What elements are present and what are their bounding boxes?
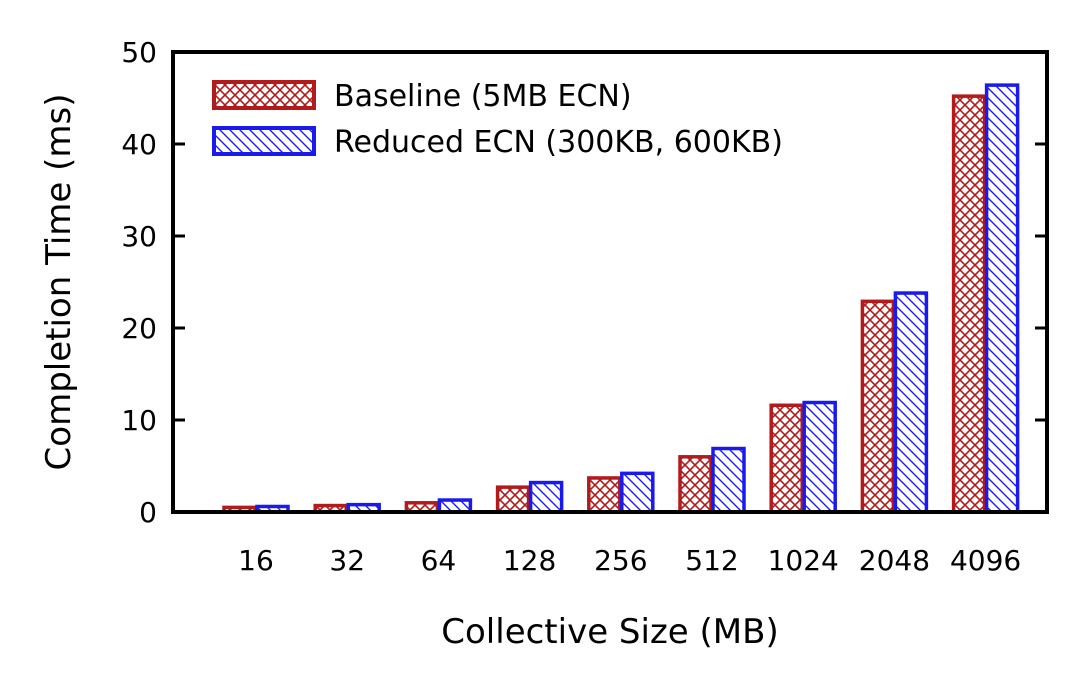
- plot-frame: [171, 50, 1049, 514]
- y-tick-label: 40: [121, 128, 157, 161]
- x-tick-label: 1024: [768, 544, 839, 577]
- y-tick-label: 0: [139, 496, 157, 529]
- legend-swatch-reduced: [212, 126, 316, 156]
- x-tick-label: 16: [238, 544, 274, 577]
- bar-baseline-1024: [769, 403, 804, 514]
- x-tick-label: 64: [421, 544, 457, 577]
- bar-reduced-2048: [893, 291, 929, 514]
- x-tick-label: 2048: [859, 544, 930, 577]
- legend-label-reduced: Reduced ECN (300KB, 600KB): [334, 125, 783, 160]
- y-tick-label: 20: [121, 312, 157, 345]
- y-axis-title: Completion Time (ms): [39, 94, 79, 471]
- y-tick-label: 10: [121, 404, 157, 437]
- bar-reduced-512: [711, 446, 746, 514]
- bar-baseline-512: [678, 455, 713, 514]
- ticks-layer: 16 32 64 128 256 512 1024 2048 4096 0 10 20 30 40 50: [121, 36, 1047, 577]
- x-tick-label: 128: [503, 544, 556, 577]
- bar-reduced-128: [528, 480, 564, 514]
- bar-baseline-128: [495, 485, 531, 514]
- bar-reduced-4096: [984, 83, 1020, 514]
- x-tick-label: 256: [594, 544, 647, 577]
- legend-label-baseline: Baseline (5MB ECN): [334, 79, 632, 114]
- x-axis-title: Collective Size (MB): [441, 612, 778, 652]
- y-tick-label: 30: [121, 220, 157, 253]
- legend: Baseline (5MB ECN) Reduced ECN (300KB, 6…: [212, 79, 783, 160]
- y-tick-label: 50: [121, 36, 157, 69]
- bar-reduced-1024: [802, 400, 837, 514]
- bar-reduced-256: [620, 471, 655, 514]
- bar-baseline-2048: [860, 299, 896, 514]
- x-tick-label: 32: [329, 544, 365, 577]
- x-tick-label: 4096: [950, 544, 1021, 577]
- bar-baseline-256: [587, 476, 622, 514]
- bar-baseline-4096: [951, 94, 987, 514]
- x-tick-label: 512: [685, 544, 738, 577]
- legend-swatch-baseline: [212, 80, 316, 110]
